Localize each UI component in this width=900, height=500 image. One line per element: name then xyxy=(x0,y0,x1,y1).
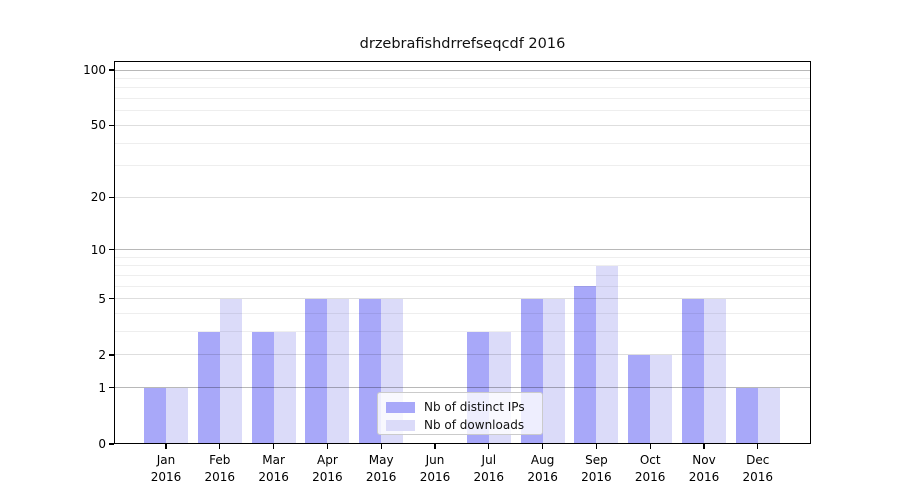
legend-label-downloads: Nb of downloads xyxy=(424,418,525,432)
legend-item-downloads: Nb of downloads xyxy=(386,418,532,432)
xtick-label-jul: Jul 2016 xyxy=(473,453,505,484)
ytick-label-100: 100 xyxy=(83,63,106,78)
gridline-y-100 xyxy=(114,69,811,71)
gridline-y-10 xyxy=(114,249,811,251)
gridline-y-9 xyxy=(114,256,811,258)
bar-downloads xyxy=(273,331,296,444)
xtick-mark-jul xyxy=(488,444,490,449)
xtick-mark-jun xyxy=(434,444,436,449)
gridline-y-70 xyxy=(114,98,811,100)
xtick-mark-oct xyxy=(649,444,651,449)
bar-downloads xyxy=(704,298,726,444)
gridline-y-90 xyxy=(114,78,811,80)
bar-downloads xyxy=(596,265,619,444)
xtick-mark-mar xyxy=(273,444,275,449)
ytick-label-50: 50 xyxy=(90,118,106,133)
bar-distinct-ips xyxy=(305,298,328,444)
xtick-label-feb: Feb 2016 xyxy=(204,453,236,484)
bar-downloads xyxy=(166,387,188,444)
legend-swatch-distinct-ips xyxy=(386,401,415,413)
legend-item-distinct-ips: Nb of distinct IPs xyxy=(386,400,532,414)
gridline-y-30 xyxy=(114,165,811,167)
xtick-mark-apr xyxy=(326,444,328,449)
chart-title: drzebrafishdrrefseqcdf 2016 xyxy=(359,36,566,52)
bar-distinct-ips xyxy=(682,298,704,444)
xtick-label-nov: Nov 2016 xyxy=(688,453,720,484)
xtick-mark-may xyxy=(380,444,382,449)
xtick-mark-nov xyxy=(703,444,705,449)
xtick-label-jun: Jun 2016 xyxy=(419,453,451,484)
gridline-y-60 xyxy=(114,110,811,112)
xtick-label-may: May 2016 xyxy=(365,453,397,484)
ytick-label-10: 10 xyxy=(90,242,106,257)
gridline-y-2 xyxy=(114,354,811,356)
gridline-y-6 xyxy=(114,285,811,287)
ytick-label-5: 5 xyxy=(98,291,106,306)
ytick-mark-100 xyxy=(109,69,114,71)
ytick-mark-50 xyxy=(109,124,114,127)
gridline-y-4 xyxy=(114,313,811,315)
ytick-mark-5 xyxy=(109,298,114,300)
xtick-mark-aug xyxy=(542,444,544,449)
xtick-label-dec: Dec 2016 xyxy=(742,453,774,484)
gridline-y-7 xyxy=(114,275,811,277)
ytick-mark-0 xyxy=(109,443,114,445)
bar-distinct-ips xyxy=(197,331,220,444)
ytick-label-0: 0 xyxy=(98,437,106,451)
bar-distinct-ips xyxy=(144,387,166,444)
xtick-mark-sep xyxy=(595,444,597,449)
gridline-y-8 xyxy=(114,265,811,267)
bar-downloads xyxy=(219,298,242,444)
xtick-mark-feb xyxy=(219,444,221,449)
ytick-mark-2 xyxy=(109,354,114,356)
bar-downloads xyxy=(757,387,780,444)
gridline-y-40 xyxy=(114,142,811,144)
gridline-y-20 xyxy=(114,196,811,198)
xtick-label-jan: Jan 2016 xyxy=(150,453,182,484)
ytick-mark-1 xyxy=(109,387,114,389)
bar-distinct-ips xyxy=(574,286,597,444)
gridline-y-3 xyxy=(114,331,811,333)
gridline-y-80 xyxy=(114,87,811,89)
bar-distinct-ips xyxy=(251,331,274,444)
gridline-y-5 xyxy=(114,298,811,300)
xtick-mark-jan xyxy=(165,444,167,449)
bar-downloads xyxy=(327,298,350,444)
gridline-y-50 xyxy=(114,124,811,126)
xtick-label-mar: Mar 2016 xyxy=(258,453,289,484)
ytick-label-2: 2 xyxy=(98,347,106,362)
legend-label-distinct-ips: Nb of distinct IPs xyxy=(424,400,525,414)
ytick-mark-10 xyxy=(109,249,114,251)
ytick-label-20: 20 xyxy=(90,190,106,205)
xtick-label-sep: Sep 2016 xyxy=(581,453,612,484)
bar-downloads xyxy=(650,354,673,444)
bar-downloads xyxy=(542,298,565,444)
ytick-label-1: 1 xyxy=(98,380,106,395)
bar-distinct-ips xyxy=(735,387,758,444)
bar-distinct-ips xyxy=(359,298,382,444)
xtick-label-aug: Aug 2016 xyxy=(527,453,558,484)
ytick-mark-20 xyxy=(109,196,114,198)
gridline-y-1 xyxy=(114,387,811,389)
legend: Nb of distinct IPs Nb of downloads xyxy=(377,392,543,435)
xtick-mark-dec xyxy=(757,444,759,449)
bar-distinct-ips xyxy=(628,354,651,444)
xtick-label-apr: Apr 2016 xyxy=(312,453,343,484)
legend-swatch-downloads xyxy=(386,419,415,431)
xtick-label-oct: Oct 2016 xyxy=(634,453,666,484)
